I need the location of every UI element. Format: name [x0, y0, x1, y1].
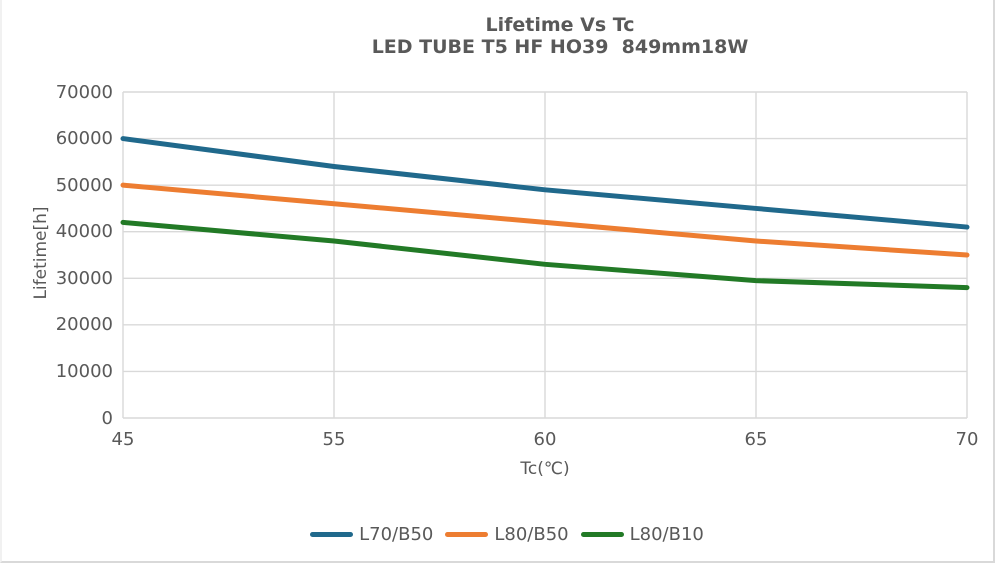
legend-label: L70/B50 — [359, 524, 434, 545]
x-axis-tick-label: 45 — [111, 429, 135, 450]
y-axis-tick-label: 40000 — [55, 221, 113, 243]
chart-title-line2: LED TUBE T5 HF HO39 849mm18W — [371, 36, 749, 58]
y-axis-tick-label: 0 — [101, 407, 113, 429]
legend-line-swatch-icon — [580, 532, 624, 537]
legend-item: L80/B10 — [580, 524, 704, 545]
y-axis-tick-label: 70000 — [55, 81, 113, 103]
legend-label: L80/B50 — [494, 524, 569, 545]
y-axis-tick-label: 30000 — [55, 267, 113, 289]
y-axis-tick-label: 20000 — [55, 314, 113, 336]
y-axis-tick-label: 10000 — [55, 360, 113, 382]
legend-item: L70/B50 — [310, 524, 433, 545]
chart-title: Lifetime Vs Tc LED TUBE T5 HF HO39 849mm… — [123, 14, 997, 58]
y-axis-tick-label: 50000 — [55, 174, 113, 196]
x-axis-tick-label: 65 — [744, 429, 768, 450]
y-axis-tick-label: 60000 — [55, 128, 113, 150]
y-axis-title: Lifetime[h] — [31, 206, 51, 300]
legend-line-swatch-icon — [445, 532, 489, 537]
x-axis-tick-label: 55 — [322, 429, 346, 450]
legend-line-swatch-icon — [310, 532, 354, 537]
x-axis-title: Tc(℃) — [520, 459, 570, 479]
x-axis-tick-label: 70 — [955, 429, 979, 450]
legend-item: L80/B50 — [445, 524, 569, 545]
chart-legend: L70/B50 L80/B50 L80/B10 — [14, 524, 1000, 545]
x-axis-tick-label: 60 — [533, 429, 557, 450]
chart-title-line1: Lifetime Vs Tc — [485, 14, 635, 36]
legend-label: L80/B10 — [629, 524, 704, 545]
